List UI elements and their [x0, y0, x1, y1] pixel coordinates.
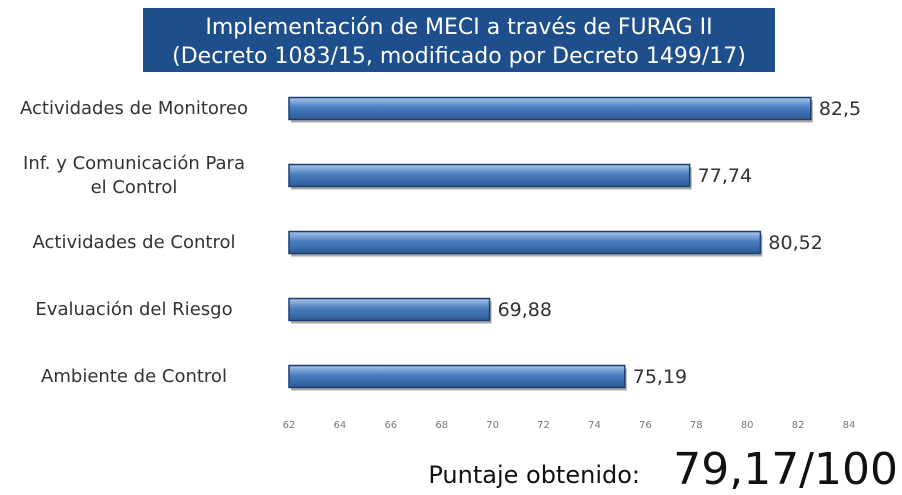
x-tick-label: 66 [384, 420, 397, 431]
value-label: 82,5 [819, 98, 861, 120]
chart-title: Implementación de MECI a través de FURAG… [205, 15, 712, 40]
bar [288, 364, 626, 389]
y-tick-label: Inf. y Comunicación Para el Control [23, 152, 245, 198]
x-tick-label: 72 [537, 420, 550, 431]
title-box [143, 8, 775, 72]
score: 79,17/100 [673, 444, 898, 495]
x-tick-label: 76 [639, 420, 652, 431]
y-tick-label: Actividades de Monitoreo [20, 97, 248, 119]
bar [288, 163, 691, 188]
x-tick-label: 64 [334, 420, 347, 431]
x-tick-label: 70 [486, 420, 499, 431]
value-label: 77,74 [698, 165, 752, 187]
x-tick-label: 74 [588, 420, 601, 431]
bar [288, 96, 812, 121]
x-tick-label: 82 [792, 420, 805, 431]
value-label: 80,52 [768, 232, 822, 254]
chart-subtitle: (Decreto 1083/15, modificado por Decreto… [172, 44, 746, 69]
value-label: 75,19 [633, 366, 687, 388]
x-tick-label: 68 [435, 420, 448, 431]
y-tick-label: Ambiente de Control [41, 365, 227, 387]
x-tick-label: 84 [843, 420, 856, 431]
x-tick-label: 78 [690, 420, 703, 431]
x-tick-label: 80 [741, 420, 754, 431]
y-tick-label: Actividades de Control [32, 231, 236, 253]
y-tick-label: Evaluación del Riesgo [35, 298, 233, 320]
bar [288, 230, 762, 255]
score-label: Puntaje obtenido: [428, 461, 640, 489]
value-label: 69,88 [498, 299, 552, 321]
bar [288, 297, 491, 322]
x-tick-label: 62 [283, 420, 296, 431]
